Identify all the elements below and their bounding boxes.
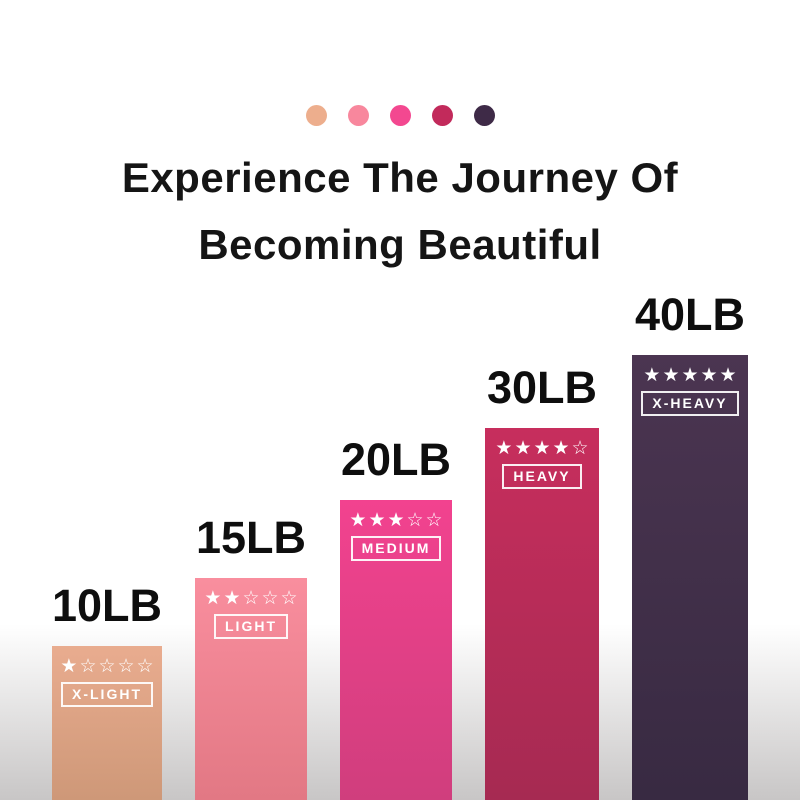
bar-column: 20LB ★★★☆☆ MEDIUM xyxy=(340,437,452,800)
color-palette-dots xyxy=(0,105,800,126)
star-rating: ★☆☆☆☆ xyxy=(60,655,156,677)
palette-dot-dark-purple xyxy=(473,105,495,126)
bar: ★★★★☆ HEAVY xyxy=(485,428,599,800)
bar-column: 40LB ★★★★★ X-HEAVY xyxy=(632,292,748,800)
palette-dot-hot-pink xyxy=(389,105,411,126)
bar: ★☆☆☆☆ X-LIGHT xyxy=(52,646,162,800)
star-rating: ★★★☆☆ xyxy=(349,509,445,531)
page-title: Experience The Journey Of Becoming Beaut… xyxy=(0,144,800,278)
star-rating: ★★☆☆☆ xyxy=(204,587,300,609)
bar-weight-label: 15LB xyxy=(195,512,307,563)
resistance-level-badge: LIGHT xyxy=(214,614,288,639)
bar: ★★★★★ X-HEAVY xyxy=(632,355,748,800)
bar-weight-label: 20LB xyxy=(340,434,452,485)
title-line-2: Becoming Beautiful xyxy=(198,221,602,268)
title-line-1: Experience The Journey Of xyxy=(121,154,679,201)
bar-weight-label: 10LB xyxy=(51,580,163,631)
palette-dot-pink xyxy=(347,105,369,126)
palette-dot-raspberry xyxy=(431,105,453,126)
bar-weight-label: 30LB xyxy=(486,362,598,413)
resistance-level-badge: MEDIUM xyxy=(350,536,442,561)
resistance-level-badge: X-LIGHT xyxy=(61,682,153,707)
bar-column: 15LB ★★☆☆☆ LIGHT xyxy=(195,515,307,800)
star-rating: ★★★★★ xyxy=(643,364,739,386)
palette-dot-peach xyxy=(305,105,327,126)
bar-weight-label: 40LB xyxy=(634,289,746,340)
bar-column: 10LB ★☆☆☆☆ X-LIGHT xyxy=(52,583,162,800)
bar-chart: 10LB ★☆☆☆☆ X-LIGHT 15LB ★★☆☆☆ LIGHT 20LB… xyxy=(52,292,748,800)
star-rating: ★★★★☆ xyxy=(495,437,591,459)
bar: ★★☆☆☆ LIGHT xyxy=(195,578,307,800)
resistance-level-badge: HEAVY xyxy=(502,464,582,489)
resistance-level-badge: X-HEAVY xyxy=(641,391,739,416)
bar-column: 30LB ★★★★☆ HEAVY xyxy=(485,365,599,800)
bar: ★★★☆☆ MEDIUM xyxy=(340,500,452,800)
